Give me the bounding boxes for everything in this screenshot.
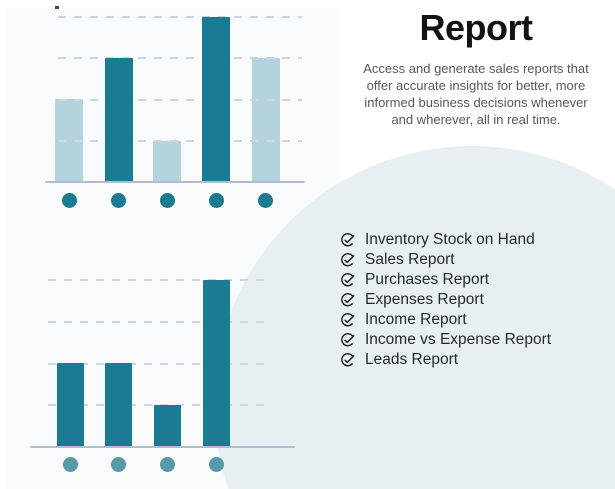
chart-bar (202, 17, 230, 182)
stray-mark (55, 6, 59, 9)
right-content: Report Access and generate sales reports… (337, 0, 615, 489)
category-dot (61, 192, 77, 208)
category-dot (209, 456, 224, 472)
description: Access and generate sales reports that o… (337, 60, 615, 128)
feature-item: Income Report (339, 310, 551, 330)
chart-bar (56, 363, 84, 447)
category-dot (258, 192, 273, 208)
category-dot (159, 456, 175, 472)
check-circle-icon (339, 352, 356, 369)
feature-label: Inventory Stock on Hand (365, 231, 535, 248)
description-line: and wherever, all in real time. (391, 112, 561, 127)
gridline (58, 57, 302, 60)
feature-item: Leads Report (339, 350, 551, 370)
feature-item: Income vs Expense Report (339, 330, 551, 350)
feature-label: Sales Report (365, 251, 455, 268)
feature-item: Sales Report (339, 250, 551, 270)
check-circle-icon (339, 272, 356, 289)
feature-list: Inventory Stock on Hand Sales Report Pur… (339, 230, 551, 370)
description-line: informed business decisions whenever (364, 95, 588, 110)
check-circle-icon (339, 252, 356, 269)
gridline (58, 98, 302, 101)
category-dot (159, 192, 175, 208)
gridline (48, 362, 268, 365)
gridline (58, 139, 302, 142)
feature-label: Purchases Report (365, 271, 490, 288)
gridline (58, 16, 302, 18)
chart-bar (104, 363, 132, 447)
category-dot (110, 456, 126, 472)
feature-item: Inventory Stock on Hand (339, 230, 551, 250)
description-line: Access and generate sales reports that (363, 61, 589, 76)
chart-bar (153, 141, 181, 182)
chart-bar (203, 280, 230, 447)
feature-item: Purchases Report (339, 270, 551, 290)
chart-bar (153, 405, 181, 447)
x-axis-line (30, 446, 295, 448)
chart-bar (104, 58, 133, 182)
description-line: offer accurate insights for better, more (366, 78, 586, 93)
feature-label: Income vs Expense Report (365, 331, 552, 348)
category-dot (62, 456, 78, 472)
gridline (48, 279, 268, 281)
category-dot (208, 192, 224, 208)
feature-item: Expenses Report (339, 290, 551, 310)
feature-label: Leads Report (365, 351, 459, 368)
check-circle-icon (339, 332, 356, 349)
x-axis-line (45, 181, 305, 183)
feature-label: Income Report (365, 311, 467, 328)
check-circle-icon (339, 232, 356, 249)
category-dot (111, 192, 126, 208)
gridline (48, 320, 268, 323)
chart-bar (251, 58, 280, 182)
check-circle-icon (339, 292, 356, 309)
feature-label: Expenses Report (365, 291, 484, 308)
page-title: Report (419, 7, 534, 48)
check-circle-icon (339, 312, 356, 329)
